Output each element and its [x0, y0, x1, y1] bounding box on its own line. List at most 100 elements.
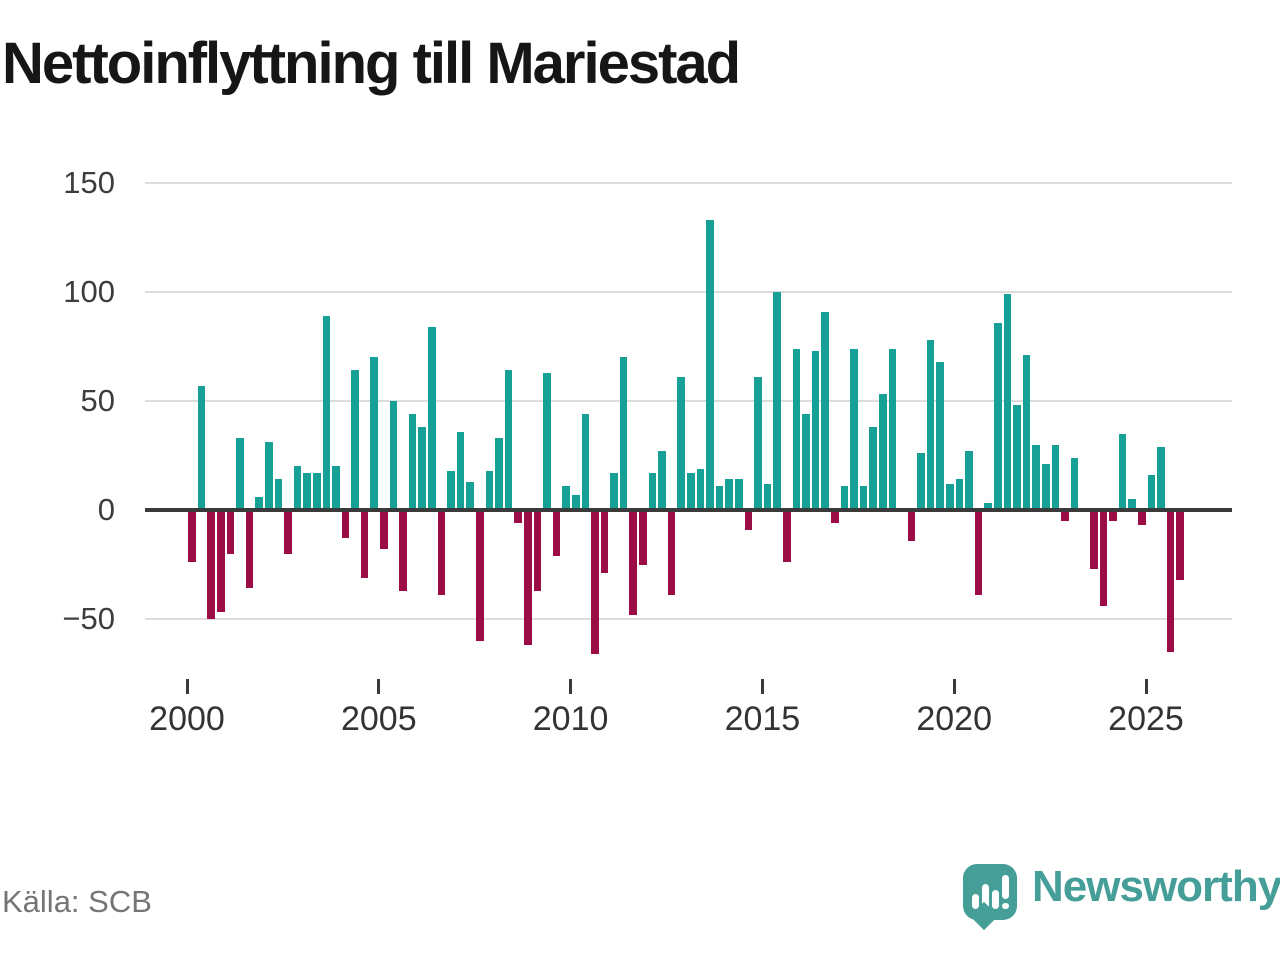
bar-positive [197, 385, 206, 510]
bar-negative [830, 510, 839, 524]
bar-positive [274, 479, 283, 510]
bar-negative [341, 510, 350, 539]
logo-exclamation-icon [1002, 875, 1009, 899]
x-axis-label: 2015 [724, 700, 801, 738]
bar-negative [600, 510, 609, 574]
bar-positive [917, 453, 925, 510]
logo-exclamation-dot-icon [1002, 903, 1009, 909]
bar-negative [1166, 510, 1175, 652]
bar-negative [907, 510, 916, 541]
bar-positive [965, 451, 973, 510]
bar-negative [667, 510, 676, 596]
gridline [145, 291, 1232, 293]
bar-positive [677, 377, 686, 510]
bar-negative [639, 510, 647, 565]
bar-positive [504, 370, 513, 510]
bar-negative [1089, 510, 1098, 569]
bar-negative [475, 510, 484, 641]
bar-negative [1109, 510, 1117, 521]
y-axis-label: 100 [63, 274, 115, 309]
bar-positive [696, 468, 705, 510]
y-axis-label: −50 [62, 601, 115, 636]
x-axis-label: 2005 [340, 700, 417, 738]
bar-positive [936, 361, 945, 510]
bar-positive [581, 414, 590, 510]
bar-negative [629, 510, 638, 615]
bar-negative [1061, 510, 1069, 521]
bar-negative [744, 510, 753, 530]
bar-negative [591, 510, 599, 654]
bar-positive [1032, 444, 1040, 510]
logo-bar-icon [992, 890, 999, 909]
y-axis-label: 150 [63, 165, 115, 200]
x-axis-tick [1144, 679, 1148, 694]
bar-positive [447, 470, 455, 510]
bar-positive [1147, 475, 1156, 510]
x-axis-tick [377, 679, 381, 694]
x-axis-label: 2025 [1108, 700, 1184, 738]
bar-positive [926, 339, 935, 510]
bar-negative [552, 510, 561, 556]
bar-positive [255, 496, 263, 510]
bar-negative [1137, 510, 1146, 526]
bar-positive [1013, 405, 1021, 510]
gridline [145, 182, 1232, 184]
bar-negative [514, 510, 522, 524]
bar-positive [466, 481, 474, 510]
bar-negative [974, 510, 983, 596]
bar-positive [303, 472, 311, 510]
bar-positive [236, 438, 244, 510]
bar-negative [523, 510, 532, 646]
bar-negative [782, 510, 791, 563]
zero-axis-line [145, 508, 1232, 512]
bar-positive [878, 394, 887, 510]
bar-negative [188, 510, 196, 563]
bar-positive [859, 486, 868, 510]
bar-positive [1003, 294, 1012, 510]
bar-positive [984, 503, 993, 510]
bar-positive [1022, 355, 1031, 510]
bar-positive [946, 483, 954, 510]
gridline [145, 400, 1232, 402]
bar-negative [437, 510, 446, 596]
bar-negative [245, 510, 254, 589]
bar-positive [715, 486, 724, 510]
bar-negative [216, 510, 225, 613]
bar-positive [1042, 464, 1050, 510]
x-axis-tick [952, 679, 956, 694]
bar-positive [811, 350, 820, 510]
bar-positive [571, 494, 580, 510]
bar-positive [821, 311, 829, 510]
bar-negative [226, 510, 235, 554]
bar-positive [850, 348, 858, 510]
source-note: Källa: SCB [2, 884, 152, 919]
gridline [145, 618, 1232, 620]
bar-positive [322, 315, 331, 510]
bar-positive [619, 357, 628, 510]
bar-positive [773, 292, 781, 510]
bar-positive [763, 483, 772, 510]
x-axis-label: 2010 [532, 700, 609, 738]
bar-positive [332, 466, 340, 510]
bar-positive [408, 414, 417, 510]
newsworthy-logo: Newsworthy [960, 858, 1280, 938]
newsworthy-wordmark: Newsworthy [1032, 862, 1280, 911]
bar-positive [456, 431, 465, 510]
x-axis-tick [185, 679, 189, 694]
bar-positive [955, 479, 964, 510]
bar-negative [360, 510, 369, 578]
y-axis-label: 50 [80, 383, 115, 418]
bar-negative [533, 510, 542, 591]
bar-positive [994, 322, 1002, 510]
x-axis-label: 2000 [149, 700, 225, 738]
bar-positive [370, 357, 379, 510]
bar-positive [428, 326, 436, 510]
bar-positive [792, 348, 801, 510]
bar-positive [389, 401, 398, 510]
logo-bar-icon [982, 884, 989, 909]
logo-bar-icon [972, 894, 979, 909]
bar-positive [754, 377, 762, 510]
bar-positive [840, 486, 849, 510]
bar-positive [1070, 457, 1079, 510]
